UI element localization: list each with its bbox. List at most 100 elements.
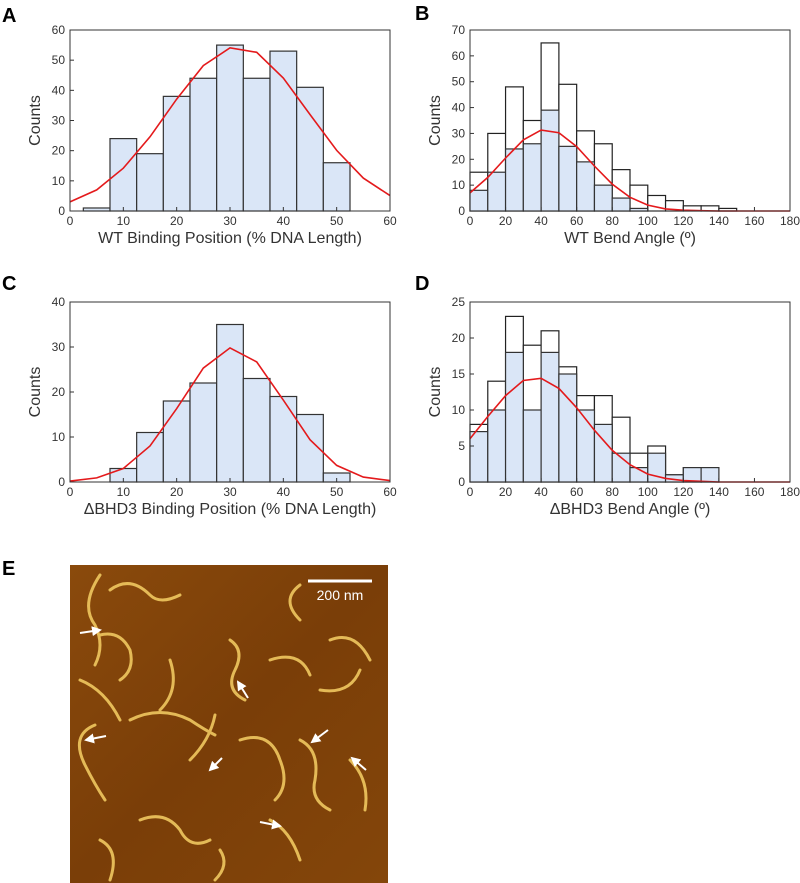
y-tick-label: 60 bbox=[52, 23, 66, 37]
bar bbox=[242, 77, 271, 212]
bar bbox=[136, 431, 164, 483]
y-tick-label: 0 bbox=[458, 475, 465, 489]
y-tick-label: 10 bbox=[452, 403, 466, 417]
bar bbox=[682, 467, 702, 483]
x-tick-label: 60 bbox=[383, 485, 397, 499]
x-axis-label: ΔBHD3 Binding Position (% DNA Length) bbox=[84, 501, 377, 518]
x-tick-label: 10 bbox=[117, 214, 131, 228]
histogram-panel: D 0 20 40 60 80 100 120 140 160 180 0 5 10 15 20 25 ΔBHD3… bbox=[415, 273, 800, 518]
y-tick-label: 0 bbox=[458, 204, 465, 218]
panel-label: A bbox=[2, 5, 16, 27]
x-tick-label: 140 bbox=[709, 485, 729, 499]
y-axis-label: Counts bbox=[27, 95, 44, 146]
bar bbox=[700, 467, 720, 483]
x-axis-label: WT Binding Position (% DNA Length) bbox=[98, 230, 362, 247]
bar bbox=[558, 145, 578, 212]
y-tick-label: 20 bbox=[52, 385, 66, 399]
scale-bar-label: 200 nm bbox=[317, 587, 364, 603]
bar bbox=[469, 189, 489, 212]
x-tick-label: 0 bbox=[67, 485, 74, 499]
x-tick-label: 80 bbox=[606, 214, 620, 228]
bar bbox=[522, 143, 542, 212]
y-axis-label: Counts bbox=[427, 95, 444, 146]
y-tick-label: 40 bbox=[52, 295, 66, 309]
bar bbox=[136, 153, 164, 212]
y-tick-label: 60 bbox=[452, 49, 466, 63]
bar bbox=[504, 351, 524, 483]
panel-label: C bbox=[2, 273, 16, 295]
x-tick-label: 40 bbox=[534, 485, 548, 499]
y-tick-label: 50 bbox=[452, 75, 466, 89]
x-tick-label: 140 bbox=[709, 214, 729, 228]
bar bbox=[322, 162, 351, 212]
x-tick-label: 100 bbox=[638, 485, 658, 499]
x-tick-label: 20 bbox=[170, 214, 184, 228]
bar bbox=[504, 148, 524, 212]
axes-frame bbox=[469, 29, 791, 212]
fit-curve bbox=[69, 346, 391, 482]
x-tick-label: 160 bbox=[744, 214, 764, 228]
y-tick-label: 20 bbox=[452, 152, 466, 166]
bar bbox=[487, 171, 507, 212]
y-tick-label: 5 bbox=[458, 439, 465, 453]
x-tick-label: 60 bbox=[570, 214, 584, 228]
x-tick-label: 0 bbox=[467, 214, 474, 228]
bar bbox=[540, 109, 560, 212]
x-axis-label: ΔBHD3 Bend Angle (º) bbox=[550, 501, 711, 518]
x-axis-label: WT Bend Angle (º) bbox=[564, 230, 696, 247]
bar bbox=[593, 184, 613, 212]
x-tick-label: 60 bbox=[383, 214, 397, 228]
bar bbox=[540, 351, 560, 483]
bar bbox=[269, 395, 298, 483]
x-tick-label: 50 bbox=[330, 485, 344, 499]
axes-frame bbox=[469, 301, 791, 483]
x-tick-label: 100 bbox=[638, 214, 658, 228]
y-tick-label: 10 bbox=[52, 174, 66, 188]
panel-label: E bbox=[2, 558, 15, 580]
bar bbox=[522, 409, 542, 483]
y-tick-label: 20 bbox=[52, 144, 66, 158]
bar bbox=[469, 431, 489, 483]
x-tick-label: 120 bbox=[673, 214, 693, 228]
y-tick-label: 20 bbox=[452, 331, 466, 345]
y-axis-label: Counts bbox=[27, 367, 44, 418]
x-tick-label: 10 bbox=[117, 485, 131, 499]
y-tick-label: 25 bbox=[452, 295, 466, 309]
bar bbox=[189, 382, 218, 483]
y-tick-label: 30 bbox=[52, 114, 66, 128]
x-tick-label: 50 bbox=[330, 214, 344, 228]
x-tick-label: 0 bbox=[467, 485, 474, 499]
y-tick-label: 50 bbox=[52, 53, 66, 67]
x-tick-label: 40 bbox=[534, 214, 548, 228]
y-tick-label: 30 bbox=[52, 340, 66, 354]
y-tick-label: 10 bbox=[452, 178, 466, 192]
x-tick-label: 120 bbox=[673, 485, 693, 499]
bar bbox=[162, 400, 191, 483]
y-tick-label: 70 bbox=[452, 23, 466, 37]
y-tick-label: 40 bbox=[52, 83, 66, 97]
bar bbox=[269, 50, 298, 212]
afm-image: 200 nm bbox=[70, 565, 388, 883]
y-tick-label: 15 bbox=[452, 367, 466, 381]
x-tick-label: 0 bbox=[67, 214, 74, 228]
x-tick-label: 180 bbox=[780, 485, 800, 499]
bar bbox=[296, 86, 324, 212]
histogram-panel: A 0 10 20 30 40 50 60 0 10 20 30 40 50 60 WT Binding Po… bbox=[2, 5, 397, 247]
y-tick-label: 30 bbox=[452, 126, 466, 140]
bar bbox=[216, 44, 244, 212]
x-tick-label: 40 bbox=[277, 214, 291, 228]
panel-label: D bbox=[415, 273, 429, 295]
bar bbox=[576, 409, 596, 483]
x-tick-label: 20 bbox=[170, 485, 184, 499]
y-tick-label: 10 bbox=[52, 430, 66, 444]
histogram-panel: B 0 20 40 60 80 100 120 140 160 180 0 10 20 30 40 50 60 70… bbox=[415, 3, 800, 247]
bar bbox=[611, 197, 631, 212]
x-tick-label: 80 bbox=[606, 485, 620, 499]
y-axis-label: Counts bbox=[427, 367, 444, 418]
bar bbox=[242, 377, 271, 483]
x-tick-label: 20 bbox=[499, 485, 513, 499]
panel-label: B bbox=[415, 3, 429, 25]
x-tick-label: 30 bbox=[223, 214, 237, 228]
x-tick-label: 160 bbox=[744, 485, 764, 499]
